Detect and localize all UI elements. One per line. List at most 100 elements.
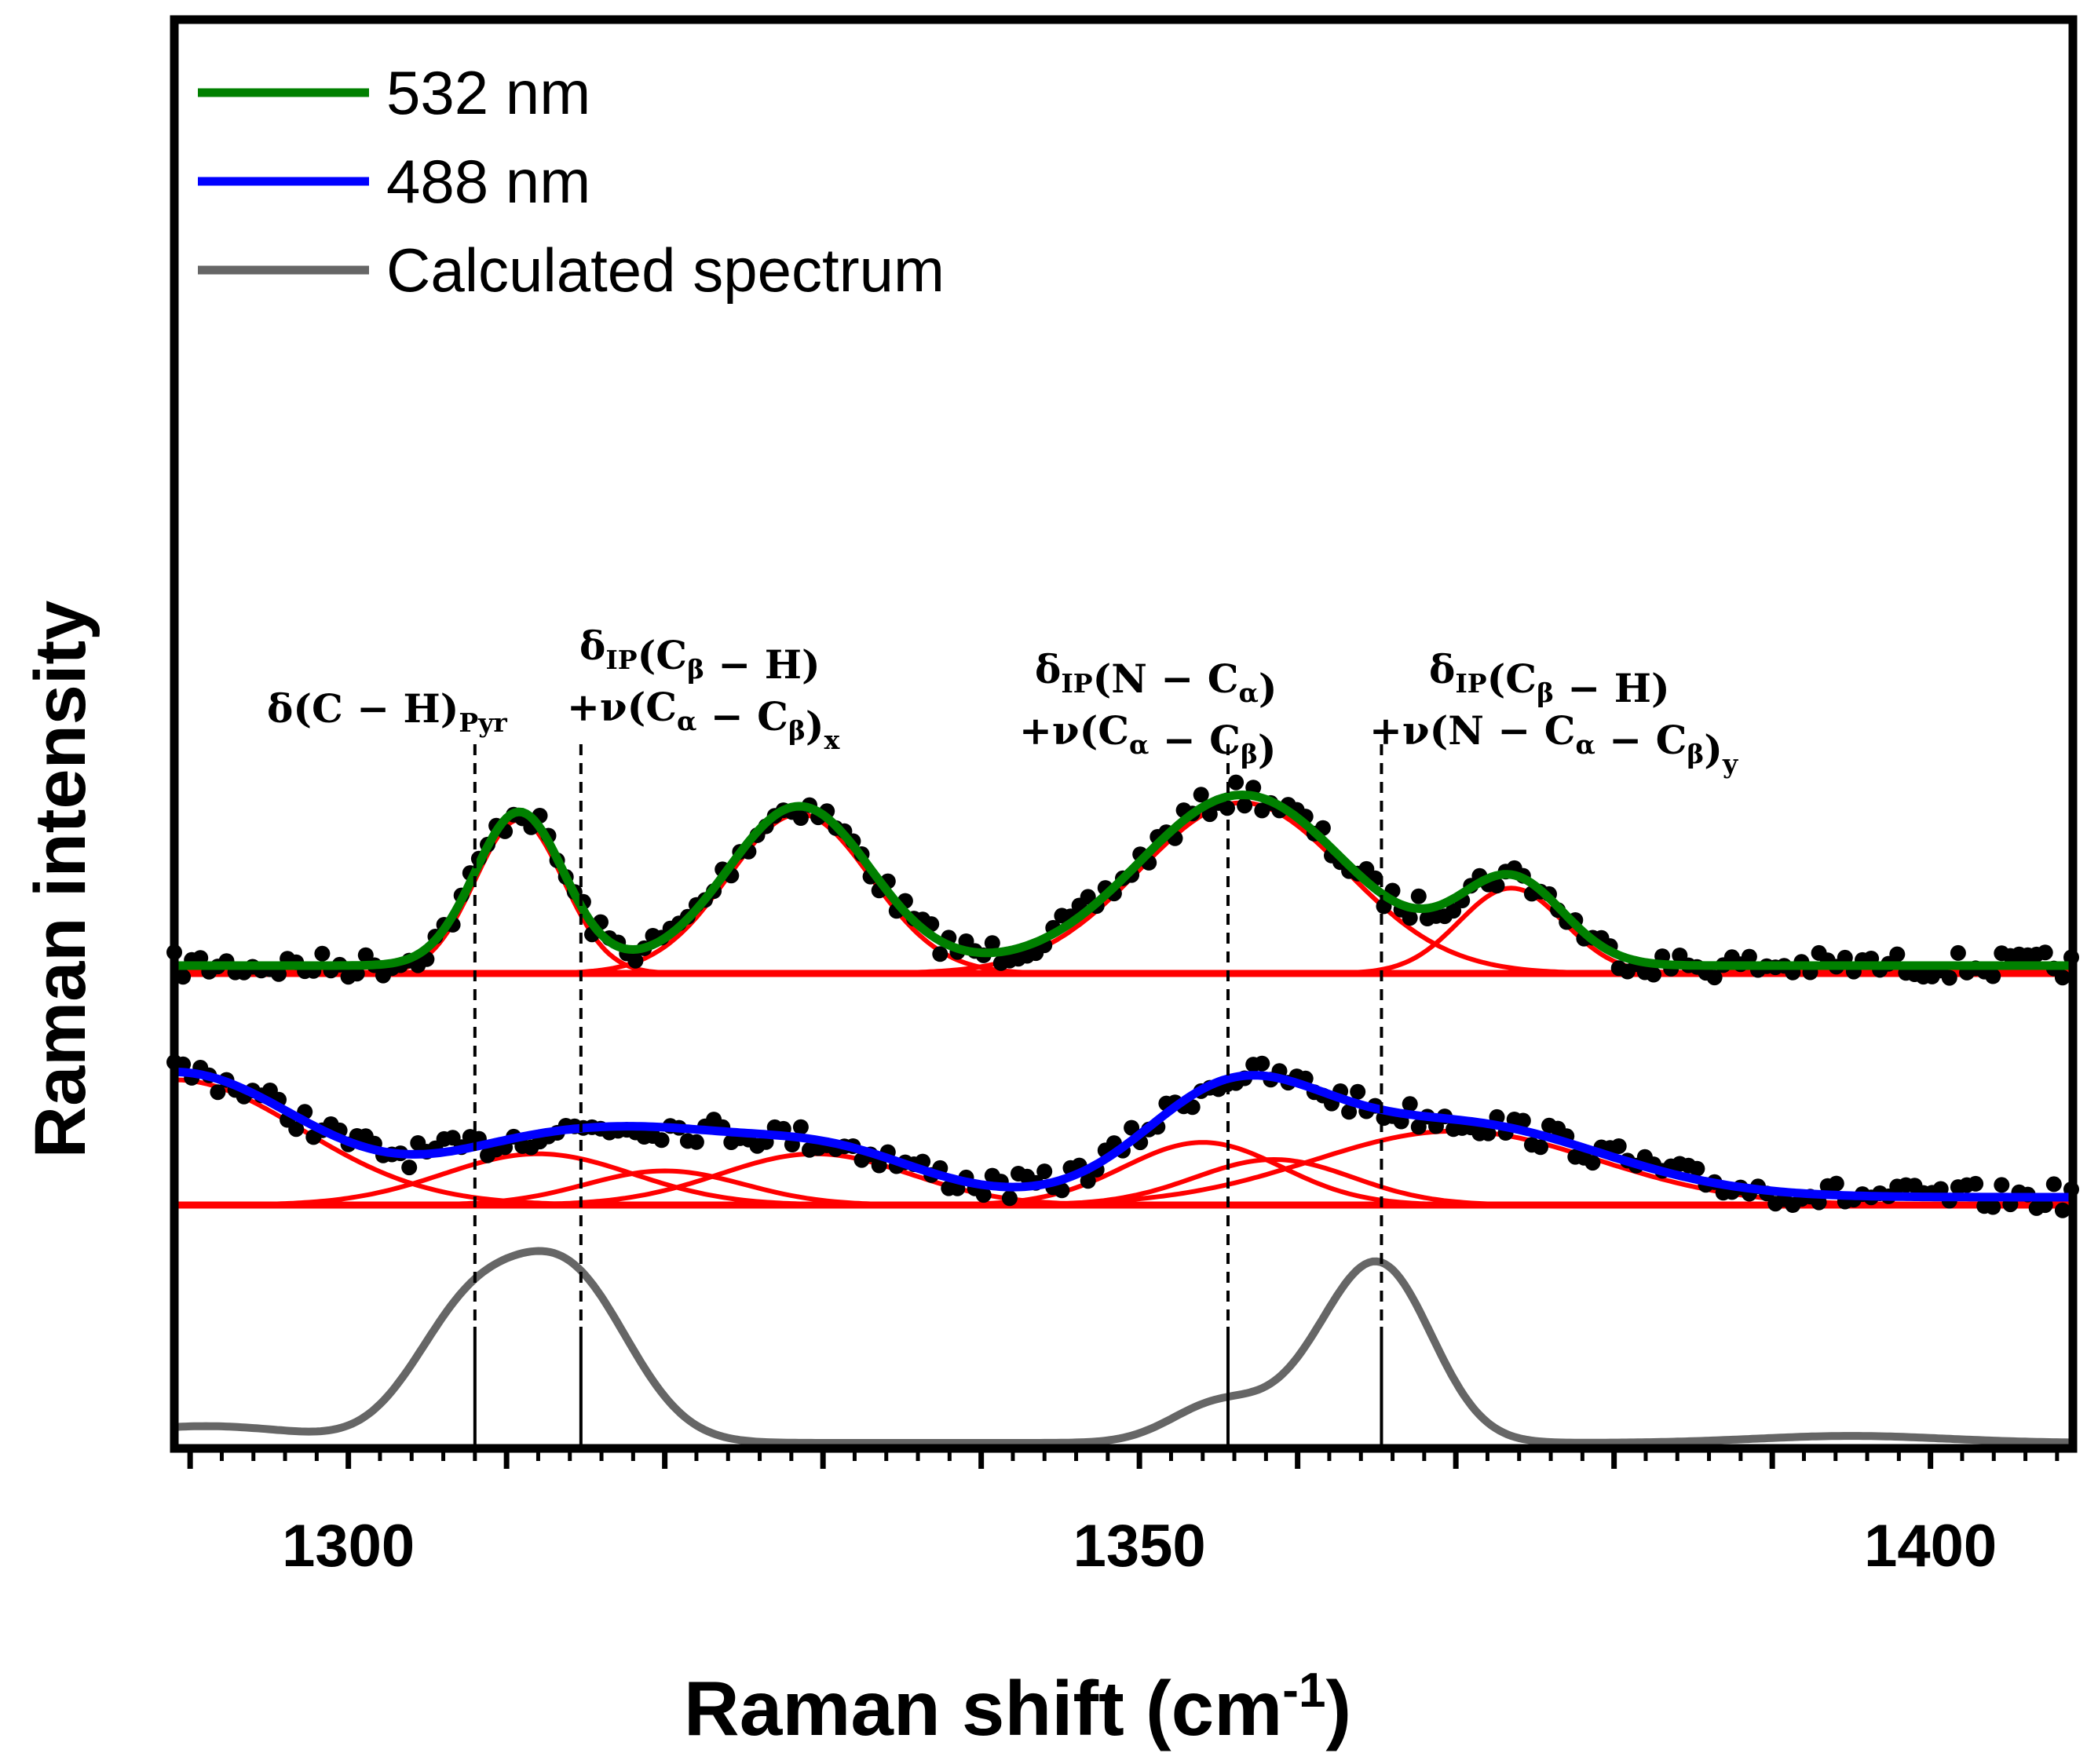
data-point bbox=[1184, 1099, 1201, 1116]
data-point bbox=[1994, 1177, 2010, 1193]
data-point bbox=[1402, 910, 1418, 926]
data-point bbox=[1350, 1083, 1366, 1100]
data-point bbox=[1950, 944, 1966, 961]
series-line-calculated bbox=[174, 1247, 2073, 1447]
annotation-a3a: δIP(N − Cα) bbox=[1035, 646, 1277, 711]
series-lines bbox=[174, 790, 2073, 1447]
data-point bbox=[271, 966, 287, 982]
annotation-subscript: α bbox=[1239, 677, 1259, 708]
annotation-subscript: y bbox=[1722, 748, 1738, 779]
annotation-a2b: +ν(Cα − Cβ)x bbox=[567, 684, 840, 755]
x-tick-label-1400: 1400 bbox=[1864, 1513, 1997, 1580]
data-point bbox=[1201, 806, 1218, 823]
data-point bbox=[2045, 1176, 2062, 1192]
data-point bbox=[871, 1157, 887, 1174]
x-axis-label: Raman shift (cm-1) bbox=[684, 1664, 1351, 1751]
annotation-text: − C bbox=[1595, 717, 1687, 763]
data-point bbox=[1489, 878, 1505, 894]
annotation-subscript: α bbox=[1129, 729, 1149, 760]
data-point bbox=[1889, 946, 1906, 962]
data-point bbox=[1515, 1112, 1531, 1129]
data-point bbox=[1706, 970, 1723, 986]
series-line-488nm bbox=[174, 1068, 2073, 1202]
annotation-subscript: α bbox=[677, 706, 696, 736]
data-point bbox=[653, 1132, 670, 1149]
data-point bbox=[1985, 968, 2001, 984]
annotation-text: δ bbox=[1429, 646, 1455, 692]
annotation-text: − C bbox=[1149, 717, 1241, 763]
annotation-text: δ bbox=[579, 623, 605, 669]
annotation-text: +ν(N − C bbox=[1369, 707, 1575, 754]
data-point bbox=[1402, 1096, 1418, 1112]
annotation-a3b: +ν(Cα − Cβ) bbox=[1019, 707, 1277, 772]
data-point bbox=[1689, 1160, 1705, 1177]
data-point bbox=[688, 1134, 704, 1150]
data-point bbox=[1533, 1139, 1548, 1156]
data-point bbox=[288, 1121, 305, 1138]
data-point bbox=[314, 945, 331, 962]
data-point bbox=[1254, 1055, 1270, 1072]
axes bbox=[170, 15, 2078, 1453]
annotation-text: ) bbox=[1258, 726, 1277, 772]
x-tick-label-1300: 1300 bbox=[282, 1513, 415, 1580]
annotation-subscript: β bbox=[788, 715, 806, 746]
annotation-text: δ bbox=[1035, 646, 1061, 692]
annotation-subscript: IP bbox=[1455, 668, 1486, 699]
annotation-subscript: β bbox=[1687, 739, 1704, 769]
plot-frame bbox=[170, 15, 2078, 1453]
data-point bbox=[1985, 1199, 2001, 1215]
data-point bbox=[2054, 970, 2071, 986]
annotation-text: +ν(C bbox=[567, 684, 677, 730]
data-point bbox=[984, 935, 1000, 951]
annotation-text: ) bbox=[1259, 665, 1277, 711]
x-axis-label-main: Raman shift (cm bbox=[684, 1665, 1282, 1751]
data-point bbox=[1228, 774, 1245, 791]
data-point bbox=[975, 1187, 992, 1203]
annotation-text: − C bbox=[696, 693, 788, 740]
annotation-text: +ν(C bbox=[1019, 707, 1129, 754]
data-point bbox=[1036, 1163, 1053, 1180]
annotation-a4a: δIP(Cβ − H) bbox=[1429, 646, 1670, 711]
x-ticks: 1300 1350 1400 bbox=[187, 1448, 2060, 1580]
plot-area bbox=[174, 20, 2073, 1448]
series-line-532nm bbox=[174, 790, 2073, 970]
x-tick-label-1350: 1350 bbox=[1073, 1513, 1206, 1580]
data-point bbox=[1480, 1125, 1497, 1141]
annotation-subscript: x bbox=[824, 725, 840, 755]
data-point bbox=[1410, 1119, 1427, 1135]
data-point bbox=[1446, 903, 1462, 919]
annotation-subscript: IP bbox=[1061, 668, 1092, 699]
data-point bbox=[2054, 1202, 2071, 1218]
data-point bbox=[1410, 888, 1427, 904]
legend: 532 nm 488 nm Calculated spectrum bbox=[198, 58, 945, 305]
legend-label-0: 532 nm bbox=[386, 58, 590, 127]
data-point bbox=[1968, 1175, 1984, 1192]
annotation-subscript: α bbox=[1575, 729, 1595, 760]
data-point bbox=[792, 1119, 809, 1135]
annotation-a4b: +ν(N − Cα − Cβ)y bbox=[1369, 707, 1738, 779]
annotation-text: ) bbox=[806, 703, 824, 749]
data-point bbox=[1193, 787, 1209, 803]
marker-lines bbox=[473, 744, 1383, 1448]
data-point bbox=[1828, 1175, 1844, 1192]
annotation-a2a: δIP(Cβ − H) bbox=[579, 623, 821, 688]
data-point bbox=[1001, 1190, 1018, 1207]
x-axis-label-superscript: -1 bbox=[1282, 1664, 1325, 1718]
data-point bbox=[1080, 1173, 1096, 1189]
data-point bbox=[627, 952, 644, 969]
annotation-text: − H) bbox=[1554, 665, 1670, 711]
annotation-subscript: β bbox=[687, 654, 704, 685]
data-point bbox=[401, 1160, 418, 1176]
y-axis-label: Raman intensity bbox=[20, 601, 101, 1159]
annotation-a1: δ(C − H)Pyr bbox=[267, 685, 507, 738]
data-point bbox=[2037, 944, 2053, 961]
annotation-subscript: IP bbox=[605, 645, 637, 675]
annotation-text: (C bbox=[1487, 656, 1537, 702]
data-point bbox=[1584, 1155, 1601, 1171]
data-point bbox=[210, 1084, 226, 1101]
annotation-text: (C bbox=[638, 632, 687, 678]
data-point bbox=[1941, 970, 1957, 986]
legend-label-2: Calculated spectrum bbox=[386, 236, 945, 305]
